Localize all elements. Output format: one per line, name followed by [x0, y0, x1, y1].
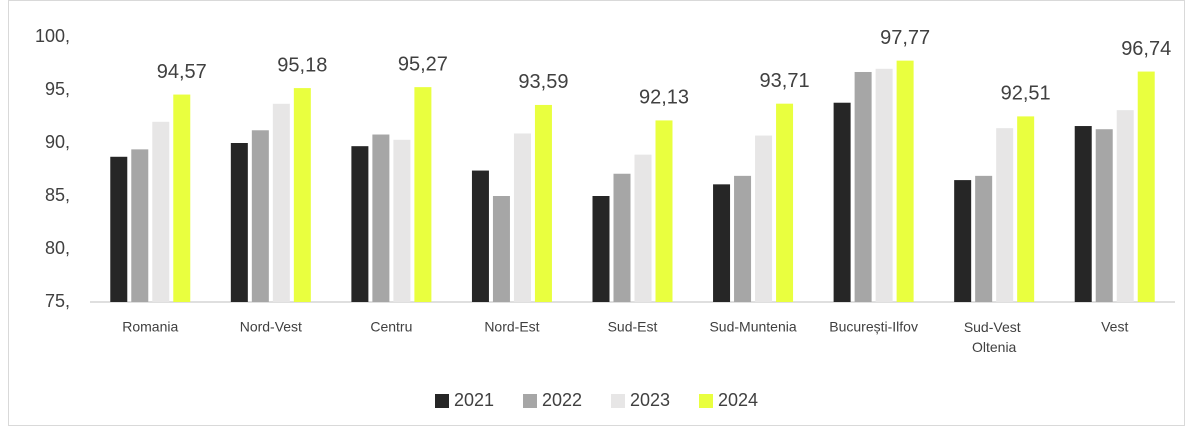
- y-tick-label: 80,: [45, 238, 70, 258]
- legend-label: 2024: [718, 390, 758, 410]
- legend-label: 2023: [630, 390, 670, 410]
- x-tick-label: Romania: [122, 319, 178, 335]
- x-tick-label: Centru: [370, 319, 412, 335]
- bar: [1074, 126, 1092, 302]
- bar: [713, 184, 731, 302]
- legend-swatch: [611, 394, 625, 408]
- data-label: 95,18: [277, 54, 327, 76]
- x-tick-label: Sud-Est: [608, 319, 658, 335]
- bar: [833, 102, 851, 302]
- x-tick-label: București-Ilfov: [829, 319, 918, 335]
- bar: [230, 143, 248, 302]
- bar: [1137, 71, 1155, 302]
- bar: [251, 130, 269, 302]
- bar: [492, 196, 510, 302]
- x-tick-label: Sud-Vest Oltenia: [964, 319, 1025, 355]
- bar: [954, 180, 972, 302]
- data-label: 93,59: [518, 71, 568, 93]
- bar: [471, 170, 489, 302]
- bar: [996, 128, 1014, 302]
- x-tick-label: Nord-Est: [484, 319, 539, 335]
- bar: [110, 156, 128, 302]
- bar: [755, 135, 773, 302]
- bar: [131, 149, 149, 302]
- x-tick-label: Nord-Vest: [240, 319, 302, 335]
- bar: [293, 88, 311, 302]
- bar: [534, 104, 552, 302]
- legend-swatch: [523, 394, 537, 408]
- bar: [975, 175, 993, 302]
- data-label: 92,13: [639, 87, 689, 109]
- bar: [634, 154, 652, 302]
- bar: [1095, 129, 1113, 302]
- bar: [513, 133, 531, 302]
- legend-swatch: [699, 394, 713, 408]
- chart-frame: [8, 0, 1185, 426]
- bar: [734, 175, 752, 302]
- x-tick-label: Sud-Muntenia: [709, 319, 796, 335]
- bar: [854, 71, 872, 302]
- data-label: 97,77: [880, 27, 930, 49]
- data-label: 94,57: [157, 61, 207, 83]
- x-tick-label: Vest: [1101, 319, 1128, 335]
- legend-label: 2021: [454, 390, 494, 410]
- bar: [1017, 116, 1035, 302]
- bar: [173, 94, 191, 302]
- bar: [393, 139, 411, 302]
- data-label: 93,71: [760, 70, 810, 92]
- bar: [272, 103, 290, 302]
- y-tick-label: 100,: [35, 26, 70, 46]
- y-tick-label: 85,: [45, 185, 70, 205]
- data-label: 96,74: [1121, 38, 1171, 60]
- bar: [351, 146, 369, 302]
- bar: [414, 87, 432, 302]
- bar: [592, 196, 610, 302]
- legend-swatch: [435, 394, 449, 408]
- y-tick-label: 75,: [45, 291, 70, 311]
- data-label: 95,27: [398, 53, 448, 75]
- bar: [152, 121, 170, 302]
- bar: [372, 134, 390, 302]
- data-label: 92,51: [1001, 83, 1051, 105]
- bar: [1116, 110, 1134, 302]
- bar: [875, 68, 893, 302]
- y-tick-label: 95,: [45, 79, 70, 99]
- bar: [896, 60, 914, 302]
- bar: [655, 120, 673, 302]
- bar: [613, 173, 631, 302]
- y-tick-label: 90,: [45, 132, 70, 152]
- legend-label: 2022: [542, 390, 582, 410]
- bar: [776, 103, 794, 302]
